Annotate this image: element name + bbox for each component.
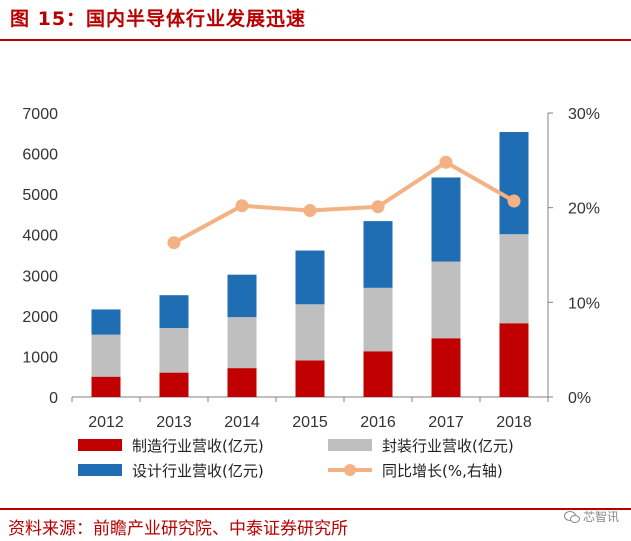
bar-manufacturing <box>499 323 529 397</box>
growth-point <box>303 204 317 218</box>
x-tick-label: 2018 <box>496 414 532 431</box>
y-right-tick-label: 10% <box>568 295 600 312</box>
growth-point <box>371 200 385 214</box>
y-left-tick-label: 7000 <box>22 106 58 123</box>
bar-manufacturing <box>295 360 325 397</box>
ticks: 0 1000 2000 3000 4000 5000 6000 7000 0% 10% 20% 30%… <box>22 106 600 431</box>
x-tick-label: 2017 <box>428 414 464 431</box>
growth-point <box>507 194 521 208</box>
legend-label-packaging: 封装行业营收(亿元) <box>382 437 514 455</box>
bar-packaging <box>91 334 121 377</box>
y-right-tick-label: 30% <box>568 106 600 123</box>
legend-swatch-packaging <box>328 439 372 451</box>
growth-point <box>167 236 181 250</box>
bar-manufacturing <box>91 376 121 397</box>
y-left-tick-label: 3000 <box>22 268 58 285</box>
bar-design <box>499 132 529 235</box>
x-tick-label: 2014 <box>224 414 260 431</box>
bar-manufacturing <box>159 372 189 397</box>
bar-packaging <box>431 261 461 339</box>
y-right-tick-label: 0% <box>568 390 591 407</box>
x-tick-label: 2015 <box>292 414 328 431</box>
legend-swatch-manufacturing <box>78 439 122 451</box>
bar-design <box>363 221 393 288</box>
x-tick-label: 2013 <box>156 414 192 431</box>
legend-swatch-marker <box>344 464 356 476</box>
y-left-tick-label: 2000 <box>22 309 58 326</box>
y-left-tick-label: 1000 <box>22 349 58 366</box>
bar-packaging <box>363 287 393 352</box>
y-left-tick-label: 6000 <box>22 147 58 164</box>
bar-design <box>295 250 325 305</box>
bar-packaging <box>159 328 189 373</box>
footer-rule <box>0 508 631 510</box>
bar-packaging <box>227 317 257 369</box>
bar-packaging <box>295 304 325 361</box>
legend-label-growth: 同比增长(%,右轴) <box>382 462 503 480</box>
bar-design <box>159 295 189 329</box>
bar-design <box>91 309 121 335</box>
y-right-tick-label: 20% <box>568 201 600 218</box>
figure-title: 图 15：国内半导体行业发展迅速 <box>10 8 307 30</box>
bar-packaging <box>499 234 529 324</box>
y-left-tick-label: 4000 <box>22 228 58 245</box>
legend-label-design: 设计行业营收(亿元) <box>132 462 264 480</box>
growth-line-path <box>173 160 515 245</box>
wechat-icon <box>563 510 580 523</box>
legend-label-manufacturing: 制造行业营收(亿元) <box>132 437 264 455</box>
legend: 制造行业营收(亿元) 封装行业营收(亿元) 设计行业营收(亿元) 同比增长(%,右轴) <box>78 437 514 480</box>
bar-manufacturing <box>363 351 393 397</box>
growth-point <box>235 199 249 213</box>
y-left-tick-label: 5000 <box>22 187 58 204</box>
x-tick-label: 2012 <box>88 414 124 431</box>
chart: 0 1000 2000 3000 4000 5000 6000 7000 0% 10% 20% 30%… <box>22 106 600 480</box>
y-left-tick-label: 0 <box>49 390 58 407</box>
bars <box>91 132 529 397</box>
growth-point <box>439 155 453 169</box>
legend-swatch-design <box>78 464 122 476</box>
watermark: 芯智讯 <box>563 508 619 525</box>
bar-manufacturing <box>227 368 257 397</box>
bar-design <box>431 177 461 262</box>
growth-line <box>167 155 521 250</box>
bar-manufacturing <box>431 338 461 397</box>
x-tick-label: 2016 <box>360 414 396 431</box>
bar-design <box>227 274 257 318</box>
title-rule <box>0 39 631 41</box>
watermark-text: 芯智讯 <box>582 510 619 524</box>
source-note: 资料来源：前瞻产业研究院、中泰证券研究所 <box>8 519 348 539</box>
